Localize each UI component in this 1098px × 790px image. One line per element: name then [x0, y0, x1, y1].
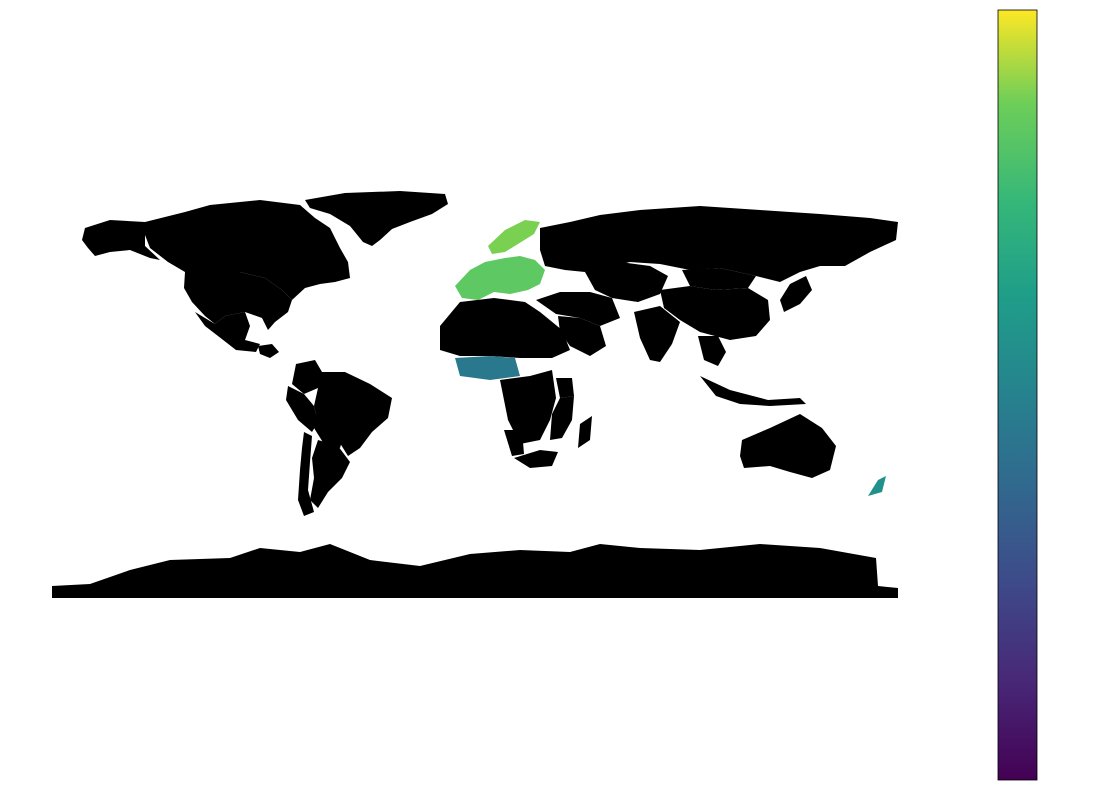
region-brazil	[314, 372, 392, 456]
region-west-africa	[455, 356, 520, 380]
region-mexico	[195, 312, 260, 352]
world-map	[52, 191, 898, 598]
region-greenland	[305, 191, 448, 246]
region-india	[634, 306, 680, 362]
region-colombia	[292, 360, 322, 394]
region-chile	[298, 432, 314, 516]
region-china	[660, 286, 770, 340]
region-alaska	[82, 220, 160, 260]
region-peru	[286, 386, 318, 432]
region-kenya	[556, 378, 574, 398]
region-north-africa	[440, 298, 570, 358]
region-bolivia	[314, 414, 344, 448]
region-guatemala	[258, 344, 279, 358]
region-mongolia	[682, 268, 756, 290]
region-australia	[740, 414, 836, 478]
colorbar-scale	[997, 9, 1038, 781]
region-antarctica	[52, 544, 898, 598]
region-new-zealand	[868, 476, 886, 496]
region-madagascar	[578, 416, 592, 448]
region-central-africa	[500, 370, 556, 444]
region-europe	[455, 256, 545, 300]
region-east-africa	[550, 396, 574, 440]
region-namibia	[504, 430, 524, 456]
region-scandinavia	[488, 220, 540, 254]
region-argentina	[310, 440, 350, 508]
colorbar	[997, 9, 1038, 781]
region-saudi-arabia	[558, 316, 606, 356]
region-japan	[780, 276, 812, 312]
region-middle-east	[536, 292, 620, 326]
region-russia	[540, 206, 898, 282]
region-central-asia	[585, 262, 668, 302]
region-southeast-asia	[698, 336, 726, 366]
region-united-states	[184, 272, 292, 330]
region-south-africa	[514, 450, 558, 468]
region-indonesia	[700, 376, 806, 406]
region-canada	[145, 200, 350, 300]
